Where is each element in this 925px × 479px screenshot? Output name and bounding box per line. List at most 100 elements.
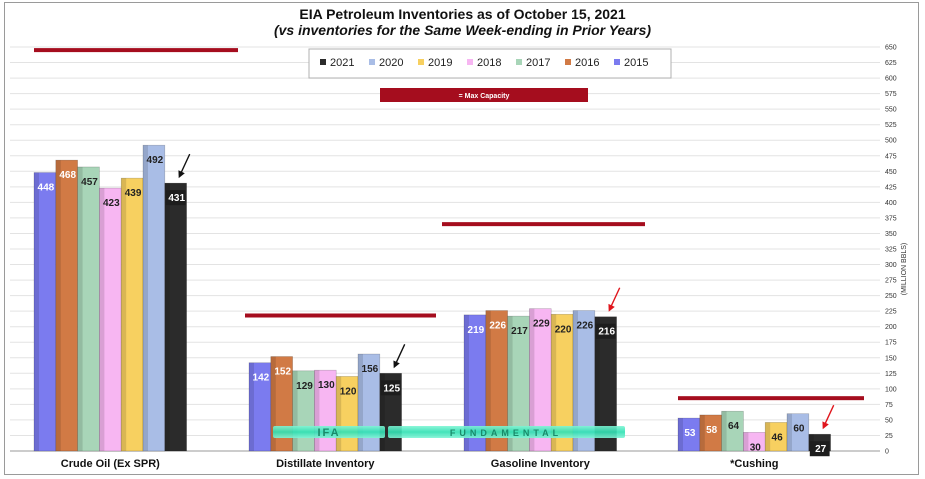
max-capacity-line xyxy=(442,222,645,227)
value-label-box xyxy=(809,441,830,457)
bars: 448 468 457 423 439 492 431 142 152 129 130 120 156 1… xyxy=(33,144,831,457)
value-label: 492 xyxy=(147,155,164,166)
watermark-text: IFA xyxy=(317,427,340,439)
value-label: 229 xyxy=(533,319,550,330)
value-label: 125 xyxy=(383,383,400,394)
value-label: 216 xyxy=(598,327,615,338)
y-tick-label: 100 xyxy=(885,386,897,393)
max-capacity-line xyxy=(34,48,238,53)
y-tick-label: 75 xyxy=(885,402,893,409)
value-label: 120 xyxy=(340,386,357,397)
value-label: 30 xyxy=(750,442,762,453)
bar-shade xyxy=(379,373,385,451)
value-label: 439 xyxy=(125,188,142,199)
bar-2021 xyxy=(594,316,617,452)
bar-shade xyxy=(55,160,61,451)
legend-label-2015: 2015 xyxy=(624,57,648,69)
y-tick-label: 450 xyxy=(885,169,897,176)
highlight-arrows xyxy=(178,153,835,430)
bar-shade xyxy=(336,376,342,451)
value-label: 129 xyxy=(296,381,313,392)
legend-label-2016: 2016 xyxy=(575,57,599,69)
y-tick-label: 425 xyxy=(885,184,897,191)
y-tick-label: 275 xyxy=(885,278,897,285)
legend-swatch-2015 xyxy=(614,59,620,65)
bar-shade xyxy=(249,362,254,451)
arrow-line xyxy=(609,287,621,309)
value-label: 226 xyxy=(489,321,506,332)
max-capacity-line xyxy=(245,313,436,318)
chart-subtitle: (vs inventories for the Same Week-ending… xyxy=(273,22,652,38)
bar-shade xyxy=(678,418,683,451)
y-tick-label: 400 xyxy=(885,200,897,207)
y-tick-label: 175 xyxy=(885,340,897,347)
bar-shade xyxy=(507,316,513,451)
value-label: 219 xyxy=(468,325,485,336)
value-label-box xyxy=(595,323,616,339)
max-capacity-legend-label: = Max Capacity xyxy=(459,93,510,100)
legend-swatch-2021 xyxy=(320,59,326,65)
y-axis: 0 25 50 75 100 125 150 175 200 225 250 275 300 325 350… xyxy=(885,45,908,456)
arrow-head xyxy=(393,360,400,369)
legend-label-2019: 2019 xyxy=(428,57,452,69)
value-label: 46 xyxy=(772,432,784,443)
bar-shade xyxy=(594,316,600,451)
y-tick-label: 575 xyxy=(885,91,897,98)
y-tick-label: 475 xyxy=(885,153,897,160)
value-label: 58 xyxy=(706,425,718,436)
arrow-line xyxy=(823,404,835,427)
bar-2017 xyxy=(77,166,100,452)
value-label: 27 xyxy=(815,444,827,455)
y-tick-label: 225 xyxy=(885,309,897,316)
value-label: 142 xyxy=(253,373,270,384)
bar-shade xyxy=(292,370,298,451)
bar-shade xyxy=(77,166,83,452)
y-axis-title: (MILLION BBLS) xyxy=(901,243,908,296)
y-tick-label: 300 xyxy=(885,262,897,269)
value-label: 457 xyxy=(81,177,98,188)
arrow-head xyxy=(822,421,829,430)
y-tick-label: 150 xyxy=(885,355,897,362)
bar-shade xyxy=(143,145,148,452)
bar-shade xyxy=(765,422,771,451)
y-tick-label: 550 xyxy=(885,107,897,114)
category-label: Crude Oil (Ex SPR) xyxy=(61,458,160,470)
value-label: 431 xyxy=(168,193,185,204)
y-tick-label: 350 xyxy=(885,231,897,238)
value-label: 156 xyxy=(362,364,379,375)
bar-shade xyxy=(464,314,469,451)
bar-shade xyxy=(699,414,705,451)
watermark-bar xyxy=(273,426,385,438)
y-tick-label: 500 xyxy=(885,138,897,145)
bar-shade xyxy=(358,354,363,451)
value-label: 60 xyxy=(793,424,805,435)
legend-swatch-2016 xyxy=(565,59,571,65)
legend-swatch-2018 xyxy=(467,59,473,65)
bar-shade xyxy=(164,183,170,451)
bar-shade xyxy=(34,172,39,451)
bar-2016 xyxy=(485,310,508,452)
bar-2020 xyxy=(786,413,810,452)
arrow-head xyxy=(608,303,615,312)
bar-shade xyxy=(270,356,276,451)
value-label: 468 xyxy=(59,170,76,181)
category-label: *Cushing xyxy=(730,458,778,470)
legend-swatch-2019 xyxy=(418,59,424,65)
legend-label-2017: 2017 xyxy=(526,57,550,69)
value-label: 130 xyxy=(318,380,335,391)
bar-shade xyxy=(485,310,491,451)
legend-swatch-2017 xyxy=(516,59,522,65)
arrow-line xyxy=(394,344,406,366)
value-label: 53 xyxy=(684,428,696,439)
y-tick-label: 25 xyxy=(885,433,893,440)
arrow-head xyxy=(178,170,185,179)
value-label: 448 xyxy=(38,183,55,194)
bar-shade xyxy=(529,308,535,451)
chart-title: EIA Petroleum Inventories as of October … xyxy=(299,6,626,22)
y-tick-label: 625 xyxy=(885,60,897,67)
max-capacity-line xyxy=(678,396,864,401)
y-tick-label: 250 xyxy=(885,293,897,300)
bar-shade xyxy=(743,432,749,451)
legend-label-2020: 2020 xyxy=(379,57,403,69)
